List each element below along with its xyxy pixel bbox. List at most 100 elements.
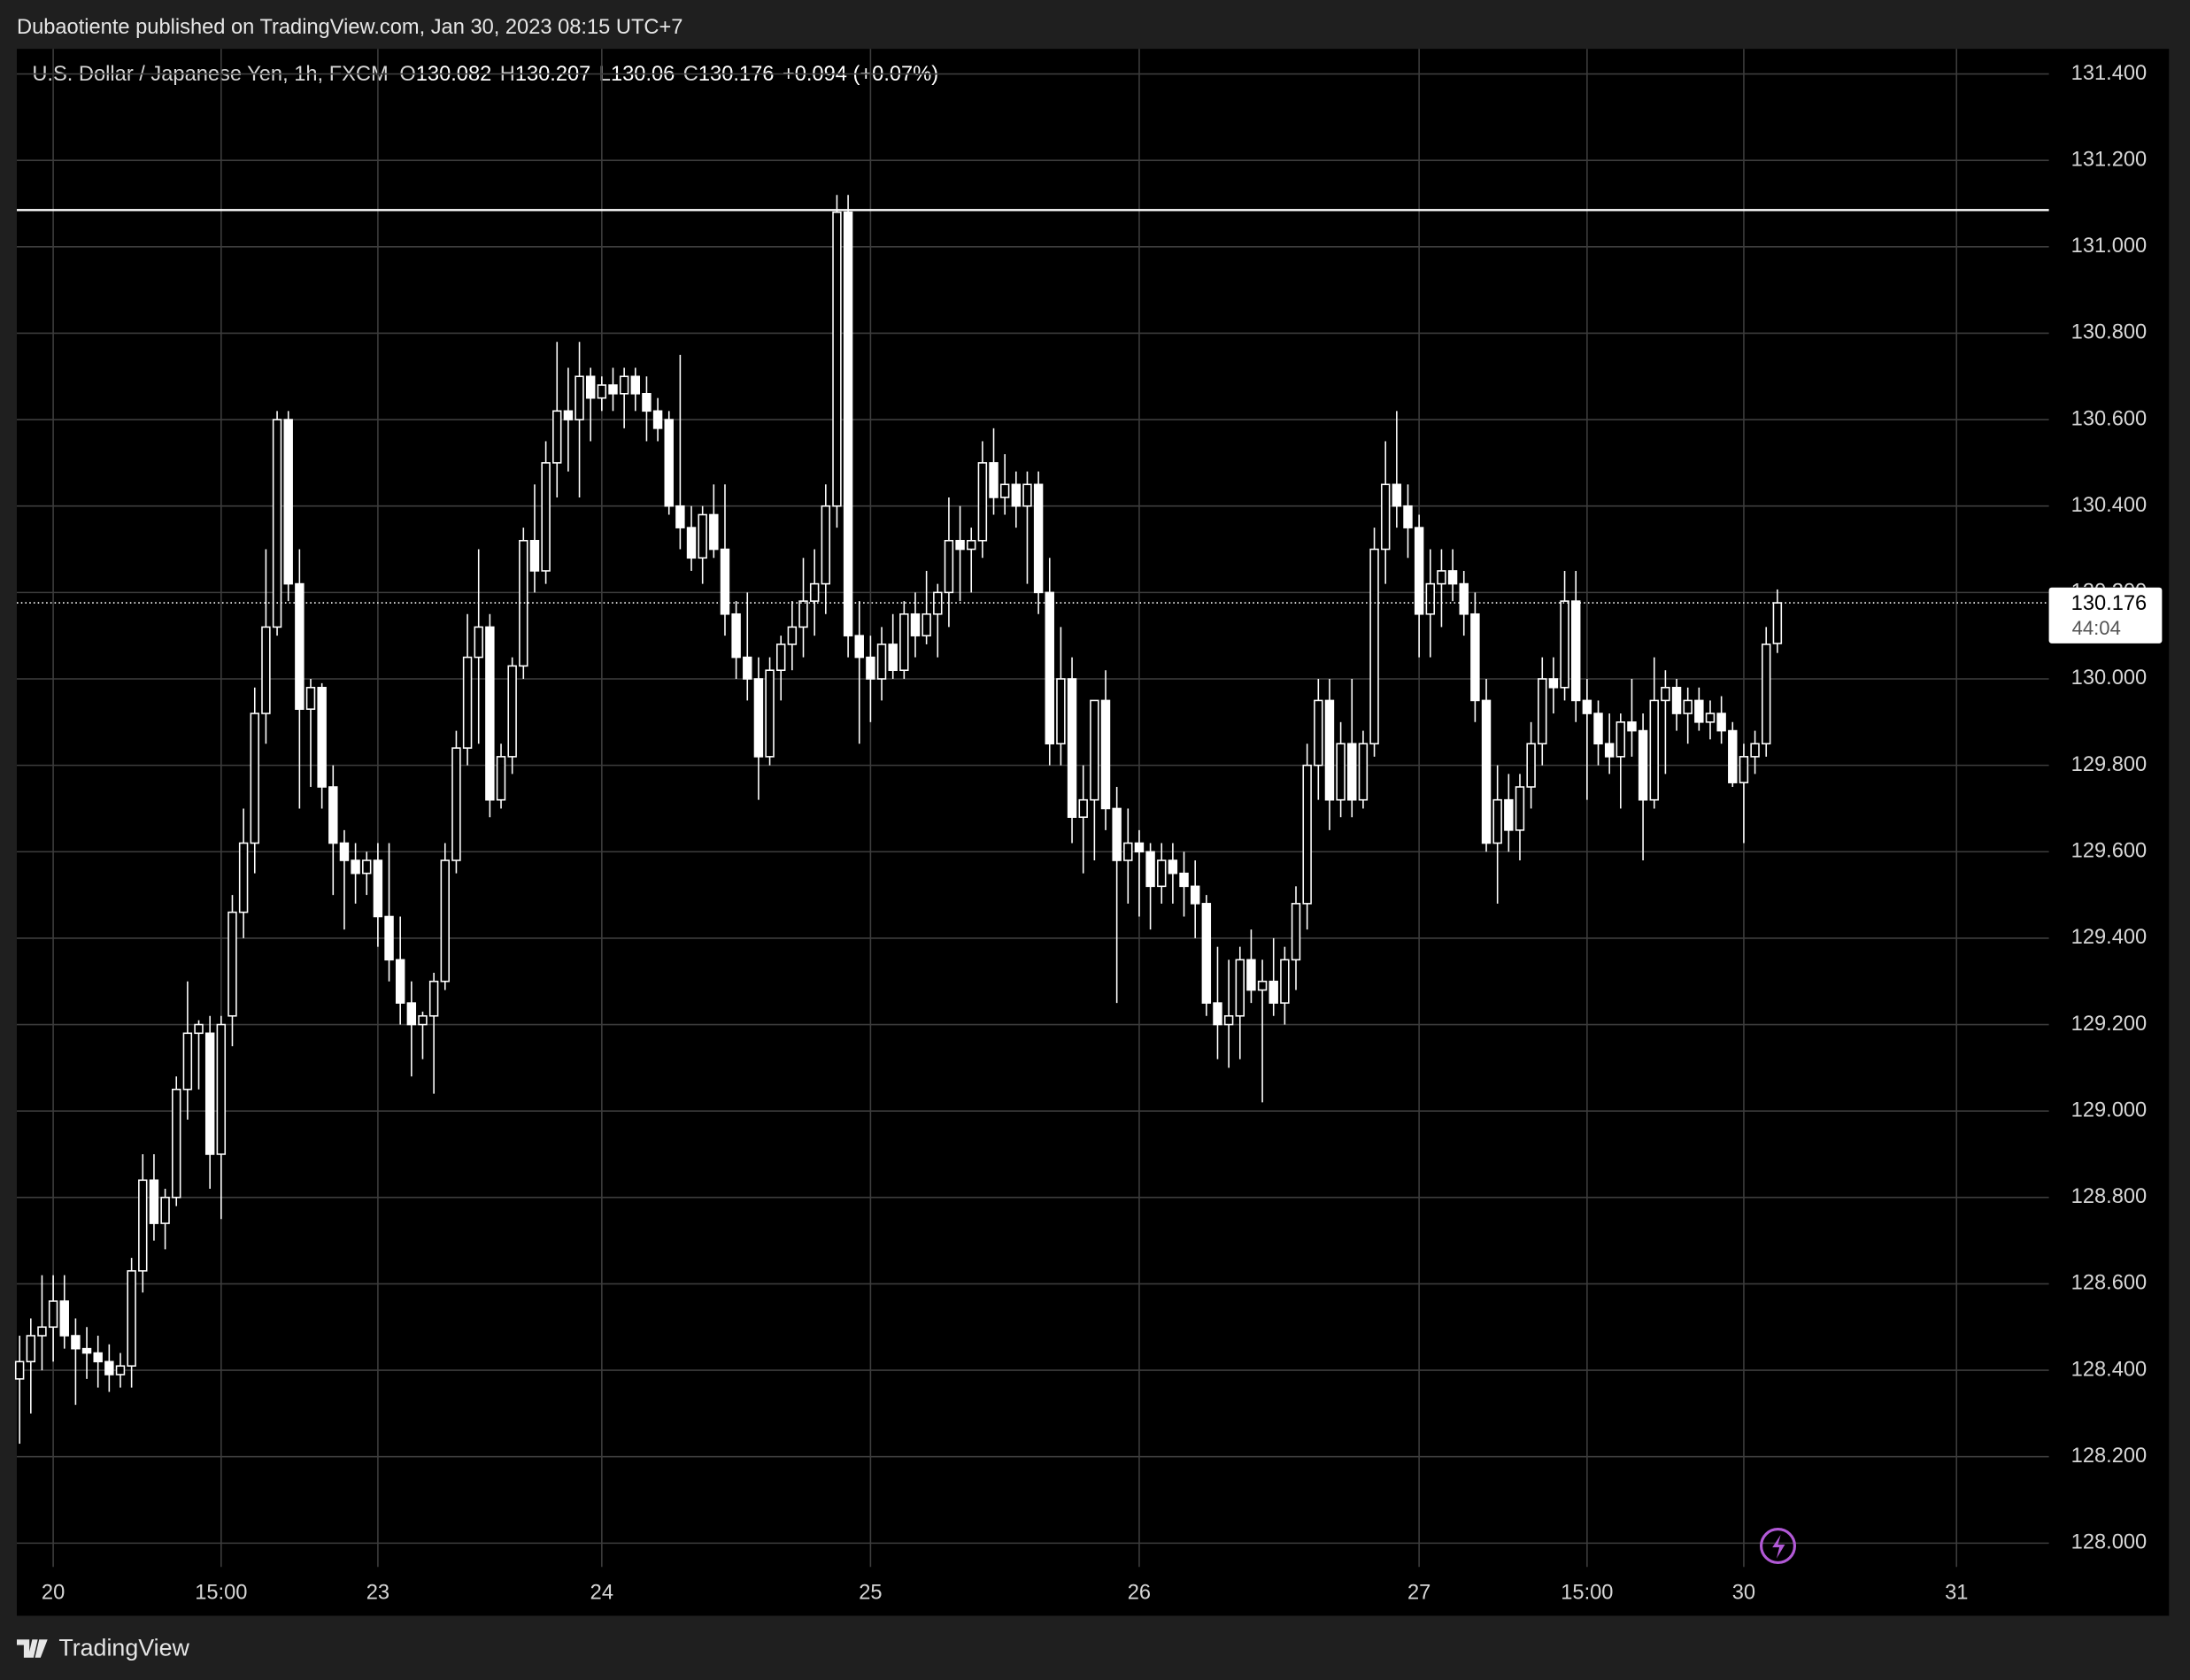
candle-body [1716,713,1726,732]
candle-body [1302,764,1312,905]
candle-body [619,375,629,395]
candle-body [563,410,574,420]
candle-body [1616,721,1626,758]
candle-body [753,678,764,758]
legend-value: 130.06 [611,63,675,86]
candle-body [832,211,842,507]
candle-body [104,1360,114,1376]
candle-body [1078,798,1088,818]
candle-body [1538,678,1547,745]
candle-body [1705,713,1716,723]
candle-body [944,539,954,594]
candle-body [227,911,237,1017]
candle-body [989,462,999,498]
candle-body [1291,903,1301,961]
candle-body [1459,582,1469,615]
y-tick-label: 129.600 [2071,840,2148,863]
candle-body [1045,591,1054,745]
price-change: +0.094 (+0.07%) [783,63,938,86]
candle-body [977,462,988,542]
legend-letter: H [500,63,515,86]
candle-body [1772,602,1783,644]
candle-body [1694,699,1704,723]
candle-body [1336,743,1346,801]
candle-body [1056,678,1066,745]
candle-body [652,410,663,429]
x-tick-label: 27 [1407,1581,1430,1604]
candle-body [26,1335,36,1363]
candle-body [1582,699,1592,714]
candle-body [933,591,943,615]
candle-body [843,211,853,636]
y-tick-label: 131.400 [2071,62,2148,85]
candle-body [418,1014,428,1026]
candle-body [1425,582,1436,615]
candle-body [765,669,775,758]
candle-body [1067,678,1077,818]
candle-body [1201,903,1212,1004]
candle-body [1022,483,1032,507]
y-tick-label: 130.400 [2071,494,2148,517]
candle-body [999,483,1010,498]
candle-body [428,980,439,1017]
candle-body [71,1335,81,1350]
candle-body [1179,872,1189,888]
candle-body [172,1088,181,1198]
candle-body [1246,959,1256,991]
y-tick-label: 128.600 [2071,1272,2148,1295]
candles [14,195,1783,1445]
y-tick-label: 129.000 [2071,1098,2148,1121]
candle-body [295,582,305,710]
candle-body [1314,699,1323,767]
brand-logo [16,1639,48,1658]
alert-icon[interactable] [1759,1528,1797,1565]
candle-body [698,513,707,559]
candle-body [709,513,719,551]
candle-body [866,656,875,680]
x-tick-label: 30 [1732,1581,1755,1604]
countdown-label: 44:04 [2072,617,2121,639]
candle-body [1347,743,1357,801]
candle-body [686,527,697,559]
candle-body [272,419,282,628]
x-tick-label: 24 [590,1581,613,1604]
candle-body [876,643,887,680]
x-tick-label: 15:00 [195,1581,247,1604]
brand-name: TradingView [58,1634,189,1661]
candle-body [552,410,562,464]
candle-body [127,1270,136,1367]
candle-body [1324,699,1335,801]
candle-body [1683,699,1693,714]
y-tick-label: 128.800 [2071,1185,2148,1208]
candle-body [1750,743,1760,758]
candle-body [1671,686,1682,714]
candle-body [1638,729,1648,801]
y-tick-label: 128.200 [2071,1445,2148,1468]
candle-body [1090,699,1099,801]
candle-body [1649,699,1659,801]
candle-body [731,613,741,659]
candle-body [1257,980,1268,991]
candle-body [115,1365,126,1376]
y-tick-label: 130.800 [2071,321,2148,344]
candle-body [798,600,808,628]
candle-body [541,462,551,572]
candle-body [496,756,506,801]
candle-body [149,1179,159,1224]
legend-letter: L [599,63,611,86]
candle-body [194,1023,204,1035]
legend-value: 130.207 [515,63,591,86]
candle-body [283,419,293,585]
legend-value: 130.176 [698,63,775,86]
candle-body [462,656,473,749]
candle-body [440,859,450,983]
candle-body [1033,483,1044,594]
y-tick-label: 130.000 [2071,667,2148,690]
candle-body [743,656,752,680]
candle-body [138,1179,148,1272]
candle-body [574,375,584,420]
candle-body [910,613,921,636]
candle-body [1570,600,1581,702]
candle-body [529,539,540,572]
candle-body [373,859,383,918]
